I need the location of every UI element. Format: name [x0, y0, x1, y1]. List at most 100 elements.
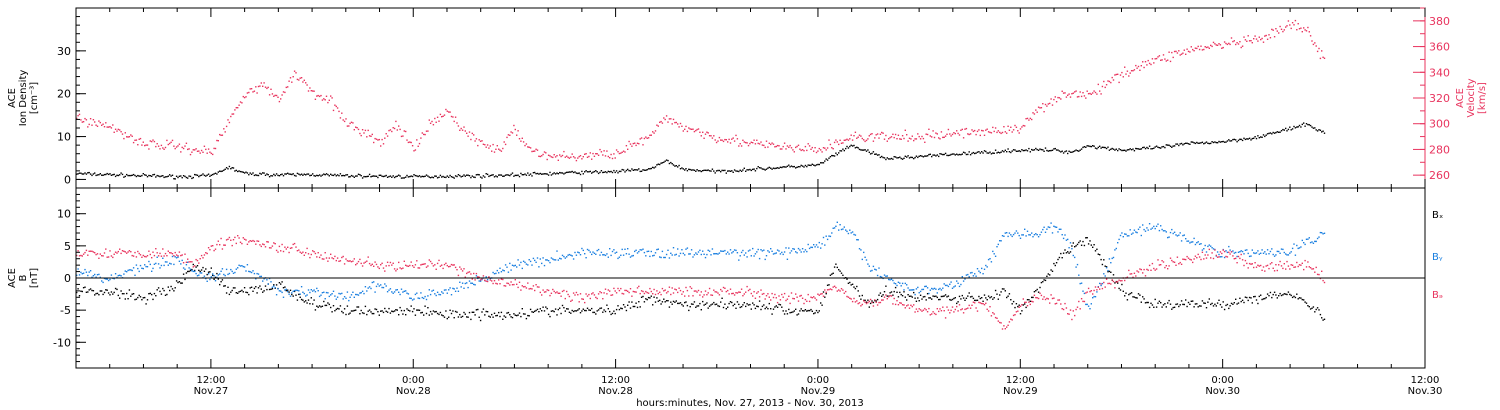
data-point: [1146, 64, 1148, 66]
data-point: [262, 243, 264, 245]
data-point: [1111, 257, 1113, 260]
data-point: [960, 129, 962, 131]
data-point: [1032, 296, 1034, 299]
data-point: [933, 154, 936, 156]
data-point: [588, 309, 590, 311]
data-point: [704, 133, 707, 135]
data-point: [214, 248, 217, 250]
data-point: [498, 272, 500, 274]
data-point: [609, 171, 611, 173]
data-point: [188, 270, 190, 273]
data-point: [1160, 147, 1162, 149]
axis-label-line: Ion Density: [18, 70, 29, 127]
data-point: [1032, 236, 1034, 238]
data-point: [1130, 233, 1133, 235]
data-point: [327, 173, 329, 176]
data-point: [514, 279, 516, 281]
data-point: [717, 253, 719, 255]
data-point: [282, 296, 285, 298]
data-point: [1118, 238, 1120, 241]
data-point: [103, 126, 106, 128]
data-point: [1272, 267, 1274, 269]
data-point: [160, 264, 163, 267]
data-point: [753, 291, 755, 293]
data-point: [230, 115, 232, 118]
data-point: [500, 278, 503, 280]
data-point: [1240, 46, 1242, 49]
data-point: [1079, 308, 1081, 310]
data-point: [1190, 241, 1192, 243]
data-point: [275, 173, 278, 175]
data-point: [1304, 259, 1306, 262]
data-point: [546, 259, 548, 261]
data-point: [363, 132, 365, 134]
data-point: [228, 272, 231, 275]
data-point: [482, 175, 485, 177]
data-point: [779, 253, 782, 255]
data-point: [1068, 247, 1070, 249]
data-point: [932, 154, 934, 156]
data-point: [174, 178, 176, 180]
data-point: [668, 286, 671, 288]
data-point: [987, 131, 990, 133]
data-point: [782, 166, 784, 168]
data-point: [119, 297, 121, 299]
data-point: [89, 270, 92, 272]
data-point: [1253, 38, 1255, 40]
data-point: [1204, 46, 1206, 48]
data-point: [256, 272, 258, 275]
data-point: [831, 273, 833, 275]
data-point: [851, 231, 854, 233]
data-point: [1318, 273, 1320, 276]
data-point: [287, 289, 289, 291]
data-point: [1279, 292, 1281, 295]
data-point: [772, 167, 775, 169]
data-point: [76, 254, 78, 257]
data-point: [1140, 65, 1142, 67]
data-point: [692, 303, 694, 305]
data-point: [1254, 252, 1256, 255]
data-point: [1025, 301, 1027, 303]
data-point: [904, 296, 906, 298]
data-point: [634, 305, 636, 308]
data-point: [1054, 303, 1056, 305]
data-point: [795, 308, 797, 310]
data-point: [499, 315, 501, 318]
data-point: [386, 176, 389, 178]
data-point: [214, 276, 217, 279]
data-point: [287, 172, 289, 174]
data-point: [574, 310, 576, 312]
data-point: [906, 134, 908, 136]
data-point: [221, 268, 224, 270]
data-point: [1044, 103, 1047, 106]
data-point: [931, 313, 933, 315]
data-point: [219, 133, 221, 136]
data-point: [288, 251, 290, 254]
data-point: [757, 248, 759, 251]
data-point: [538, 311, 540, 313]
data-point: [829, 288, 832, 290]
data-point: [117, 174, 119, 177]
data-point: [541, 262, 543, 265]
data-point: [310, 297, 312, 299]
data-point: [1080, 95, 1083, 98]
data-point: [974, 302, 976, 304]
data-point: [944, 135, 947, 137]
data-point: [123, 176, 125, 178]
data-point: [901, 295, 904, 297]
data-point: [1257, 264, 1259, 266]
data-point: [307, 253, 310, 255]
data-point: [456, 311, 458, 313]
data-point: [876, 298, 879, 301]
data-point: [1057, 96, 1059, 99]
data-point: [435, 121, 437, 123]
data-point: [865, 150, 868, 152]
data-point: [911, 135, 913, 137]
data-point: [359, 313, 361, 315]
data-point: [728, 170, 730, 172]
data-point: [1165, 265, 1167, 267]
data-point: [1035, 147, 1037, 150]
data-point: [696, 169, 698, 171]
data-point: [1286, 260, 1288, 263]
data-point: [1092, 293, 1094, 295]
